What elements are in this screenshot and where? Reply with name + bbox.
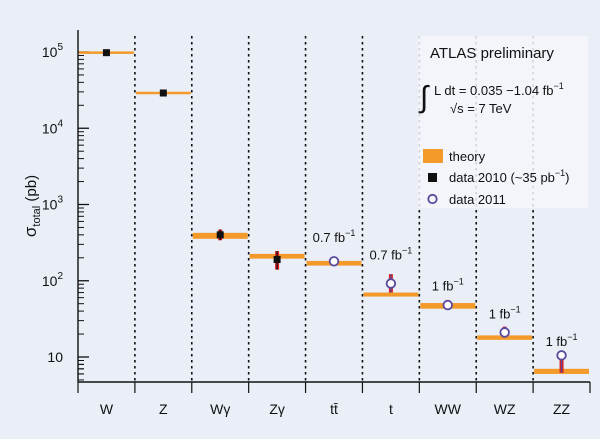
x-category-labels: W Z Wγ Zγ tt̄ t WW WZ ZZ: [100, 401, 571, 417]
data2011-point: [442, 299, 453, 311]
x-category-label: WW: [435, 401, 462, 417]
luminosity-annotation: 1 fb−1: [489, 304, 521, 321]
legend-data2010-label: data 2010 (~35 pb−1): [449, 168, 570, 185]
y-axis-label: σtotal (pb): [21, 175, 43, 237]
data2010-point: [159, 89, 167, 97]
luminosity-annotations: 0.7 fb−1 0.7 fb−1 1 fb−1 1 fb−1 1 fb−1: [313, 228, 578, 349]
data-2010-points: [102, 49, 281, 270]
luminosity-annotation: 1 fb−1: [546, 332, 578, 349]
data2011-point: [499, 327, 510, 338]
data2010-point: [273, 255, 281, 263]
integral-sign: ∫: [418, 81, 430, 114]
legend-theory-label: theory: [449, 149, 486, 164]
x-category-label: Wγ: [210, 401, 230, 417]
x-category-label: Zγ: [269, 401, 285, 417]
luminosity-annotation: 1 fb−1: [432, 276, 464, 293]
luminosity-label: L dt = 0.035 −1.04 fb−1: [434, 81, 564, 98]
x-category-label: Z: [159, 401, 168, 417]
legend-background: [418, 36, 588, 208]
energy-label: √s = 7 TeV: [450, 101, 512, 116]
y-tick-label: 102: [42, 271, 64, 289]
legend-data2011-marker: [427, 193, 438, 205]
x-category-label: WZ: [494, 401, 516, 417]
luminosity-annotation: 0.7 fb−1: [313, 228, 356, 245]
x-category-label: tt̄: [330, 401, 338, 417]
legend-data2011-label: data 2011: [449, 192, 506, 207]
theory-band: [363, 292, 419, 297]
y-minor-ticks: [78, 54, 84, 381]
y-tick-label: 10: [47, 349, 63, 365]
luminosity-annotation: 0.7 fb−1: [369, 245, 412, 262]
data2010-point: [216, 231, 224, 239]
data2011-point: [328, 256, 340, 267]
category-separators: [134, 36, 534, 382]
x-ticks: [77, 382, 591, 393]
x-category-label: ZZ: [553, 401, 571, 417]
x-category-label: W: [100, 401, 114, 417]
y-tick-label: 103: [42, 195, 64, 213]
y-tick-label: 105: [42, 42, 64, 60]
legend-theory-swatch: [423, 149, 443, 163]
data2010-point: [102, 49, 110, 57]
y-tick-label: 104: [42, 118, 64, 136]
x-category-label: t: [389, 401, 393, 417]
data2011-point: [556, 350, 567, 361]
data2011-point: [385, 278, 397, 289]
data-2011-points: [328, 256, 567, 373]
atlas-label: ATLAS preliminary: [430, 45, 554, 62]
legend-data2010-marker: [428, 173, 437, 182]
